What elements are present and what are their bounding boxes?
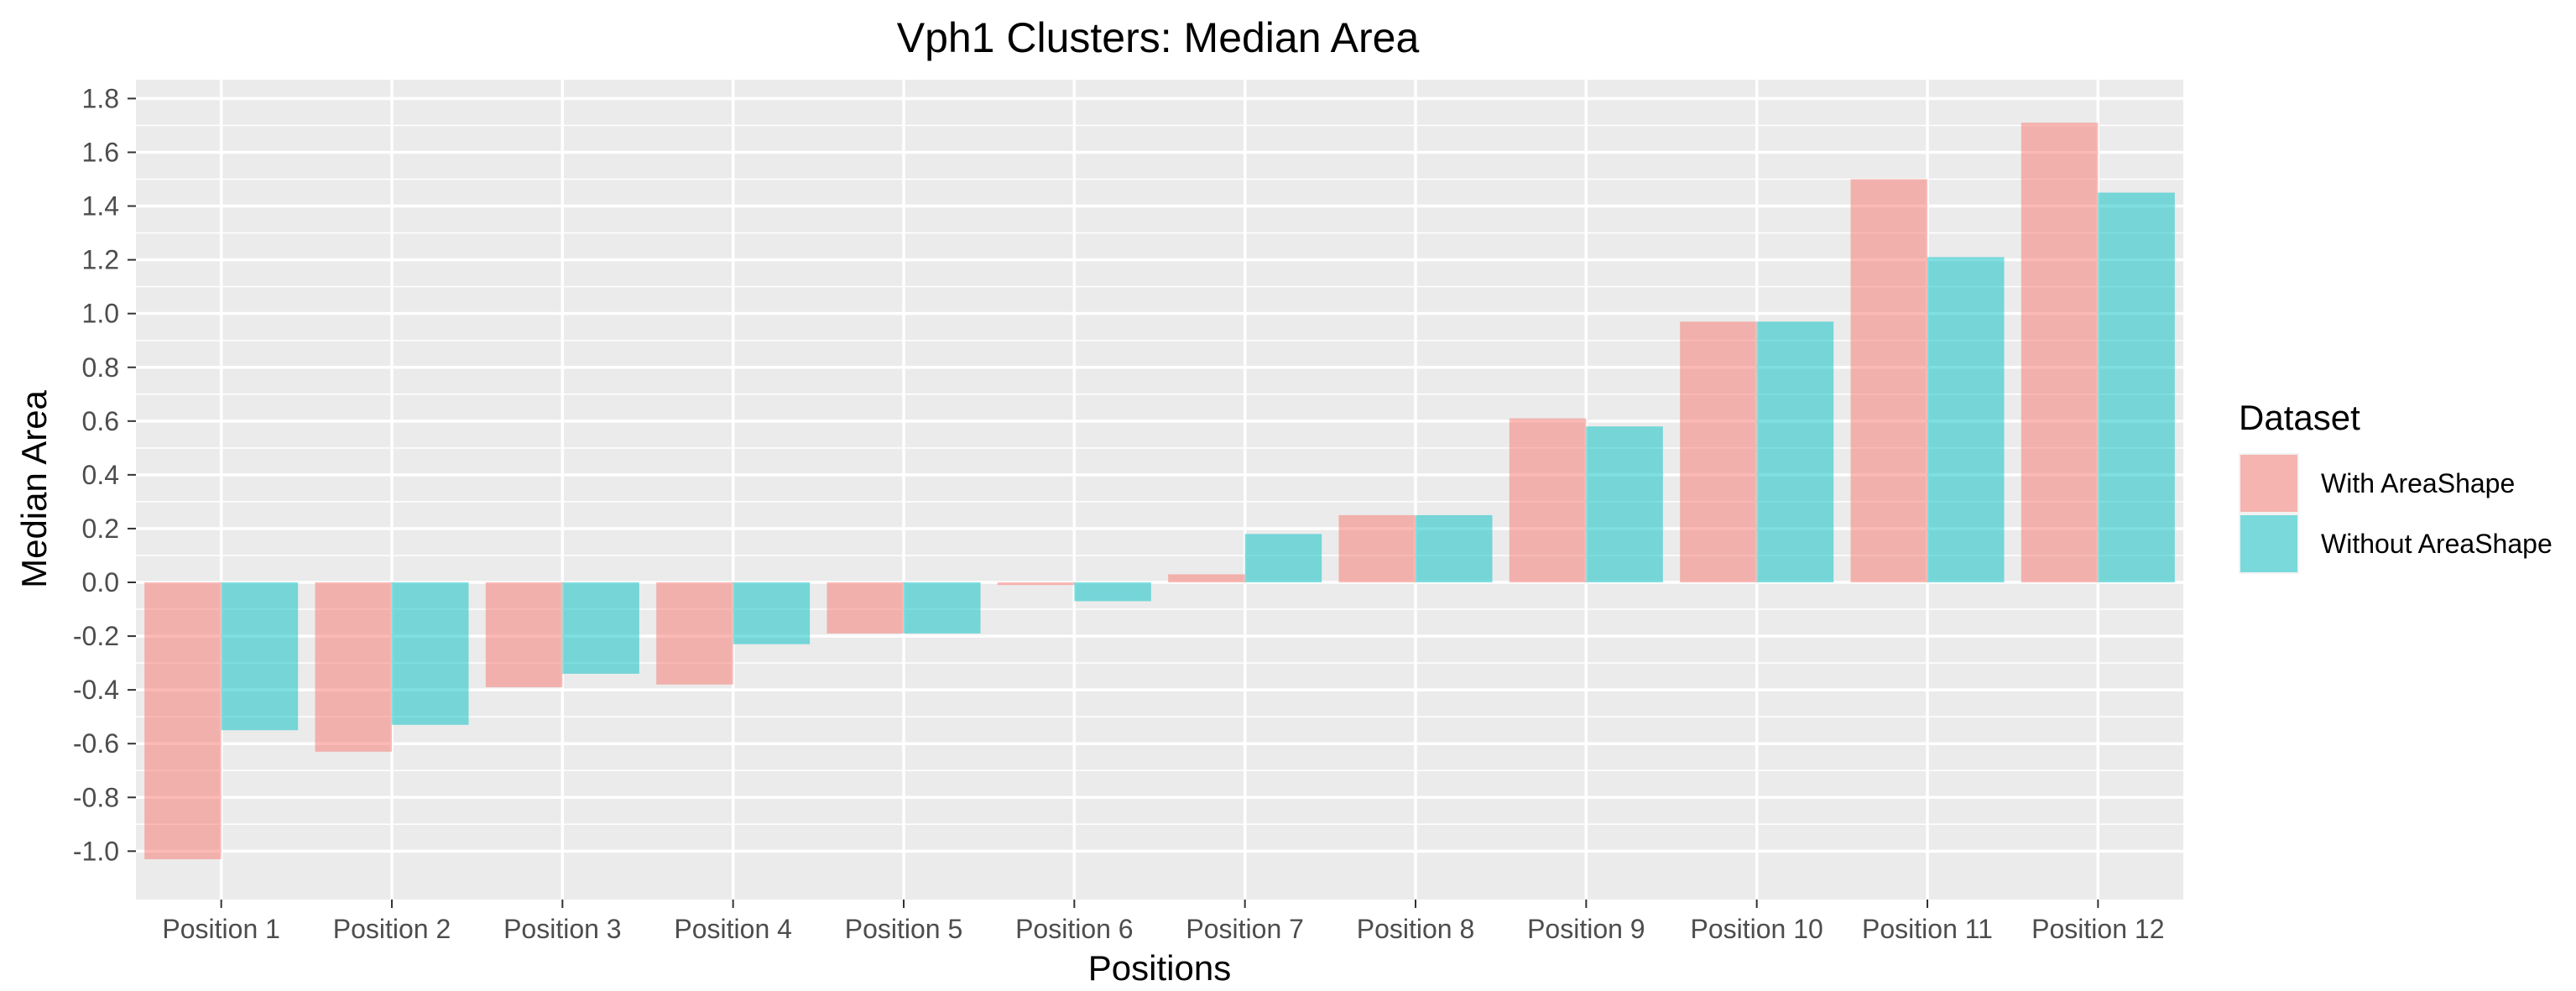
legend-swatch — [2240, 455, 2297, 512]
bar — [1586, 426, 1663, 583]
y-tick-label: -0.2 — [73, 621, 119, 651]
bar — [1168, 574, 1245, 583]
y-tick-label: 1.0 — [82, 299, 119, 329]
y-tick-label: 1.6 — [82, 137, 119, 167]
bars — [144, 123, 2175, 859]
bar — [1680, 321, 1757, 583]
bar — [733, 582, 811, 644]
x-tick-label: Position 5 — [845, 914, 963, 944]
y-tick-label: -0.8 — [73, 782, 119, 812]
x-tick-label: Position 6 — [1015, 914, 1134, 944]
x-tick-label: Position 4 — [674, 914, 792, 944]
plot-panel — [136, 80, 2183, 900]
x-tick-label: Position 11 — [1862, 914, 1993, 944]
bar — [1244, 534, 1322, 583]
x-tick-label: Position 2 — [333, 914, 451, 944]
bar — [315, 582, 392, 752]
x-tick-label: Position 3 — [503, 914, 622, 944]
bar — [904, 582, 981, 634]
y-tick-label: 0.0 — [82, 567, 119, 597]
y-tick-label: 0.6 — [82, 406, 119, 436]
bar — [2098, 192, 2175, 583]
bar — [562, 582, 639, 674]
y-tick-label: 1.2 — [82, 245, 119, 275]
bar — [144, 582, 222, 859]
bar — [1756, 321, 1834, 583]
bar — [656, 582, 733, 685]
legend: Dataset With AreaShape Without AreaShape — [2239, 398, 2553, 574]
y-tick-label: 0.4 — [82, 460, 119, 490]
bar — [1416, 514, 1493, 583]
major-gridlines — [136, 80, 2183, 900]
x-tick-label: Position 8 — [1357, 914, 1475, 944]
legend-label: With AreaShape — [2321, 468, 2515, 498]
x-axis-title: Positions — [1088, 948, 1231, 988]
x-tick-label: Position 9 — [1527, 914, 1645, 944]
bar — [1509, 418, 1587, 583]
legend-swatch — [2240, 515, 2297, 572]
bar — [485, 582, 563, 687]
legend-label: Without AreaShape — [2321, 529, 2553, 559]
bar — [1074, 582, 1151, 602]
minor-gridlines — [136, 124, 2183, 826]
x-tick-label: Position 12 — [2031, 914, 2164, 944]
y-tick-label: 0.2 — [82, 514, 119, 544]
x-axis: Position 1 Position 2 Position 3 Position 4… — [162, 900, 2164, 944]
y-tick-label: -1.0 — [73, 836, 119, 866]
x-tick-label: Position 1 — [162, 914, 280, 944]
bar — [392, 582, 469, 725]
bar — [1927, 257, 2005, 583]
y-tick-label: -0.4 — [73, 675, 119, 705]
y-tick-label: 1.4 — [82, 191, 119, 222]
y-axis-title: Median Area — [14, 389, 54, 587]
bar — [221, 582, 299, 731]
x-tick-label: Position 10 — [1691, 914, 1823, 944]
bar — [997, 582, 1075, 586]
y-tick-label: 0.8 — [82, 352, 119, 383]
y-tick-label: -0.6 — [73, 728, 119, 759]
bar — [1338, 514, 1416, 583]
y-axis: -1.0 -0.8 -0.6 -0.4 -0.2 0.0 0.2 0.4 0.6 0.8 1.0 1.… — [73, 83, 136, 866]
legend-title: Dataset — [2239, 398, 2360, 437]
bar — [1850, 179, 1927, 583]
bar — [2021, 123, 2099, 583]
x-tick-label: Position 7 — [1186, 914, 1304, 944]
y-tick-label: 1.8 — [82, 83, 119, 113]
chart-title: Vph1 Clusters: Median Area — [897, 14, 1420, 61]
bar — [827, 582, 904, 634]
